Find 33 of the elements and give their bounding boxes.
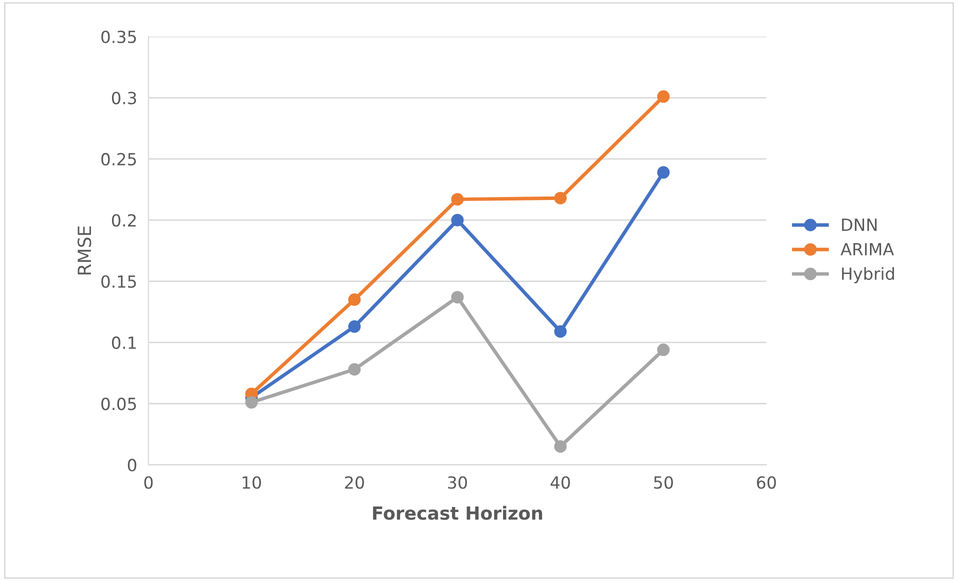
x-tick-label: 20 <box>345 476 364 489</box>
point <box>348 293 361 306</box>
y-tick-label: 0.15 <box>101 275 136 288</box>
y-axis-title: RMSE <box>78 226 92 274</box>
point <box>554 440 567 453</box>
point <box>348 320 361 333</box>
legend-label: Hybrid <box>842 267 894 284</box>
x-tick-label: 30 <box>448 476 467 489</box>
point <box>554 325 567 338</box>
x-tick-label: 0 <box>144 476 153 489</box>
y-tick-label: 0.1 <box>112 336 136 350</box>
point <box>245 396 258 409</box>
point <box>348 363 361 376</box>
x-tick-label: 40 <box>550 476 570 489</box>
y-tick-label: 0.05 <box>101 398 136 410</box>
point <box>657 166 670 179</box>
point <box>657 90 670 103</box>
point <box>451 214 464 226</box>
point <box>554 192 567 204</box>
x-tick-label: 10 <box>242 476 261 489</box>
y-tick-label: 0.25 <box>101 152 136 166</box>
legend-label: ARIMA <box>840 243 894 256</box>
y-tick-label: 0.35 <box>101 30 136 44</box>
legend-label: DNN <box>842 218 877 231</box>
point <box>657 344 670 356</box>
x-tick-label: 60 <box>756 476 776 489</box>
y-tick-label: 0.3 <box>112 92 136 104</box>
point <box>451 290 464 304</box>
y-tick-label: 0.2 <box>112 214 136 227</box>
x-tick-label: 50 <box>654 476 673 489</box>
point <box>451 193 464 206</box>
x-axis-title: Forecast Horizon <box>373 506 542 520</box>
y-tick-label: 0 <box>128 458 136 472</box>
